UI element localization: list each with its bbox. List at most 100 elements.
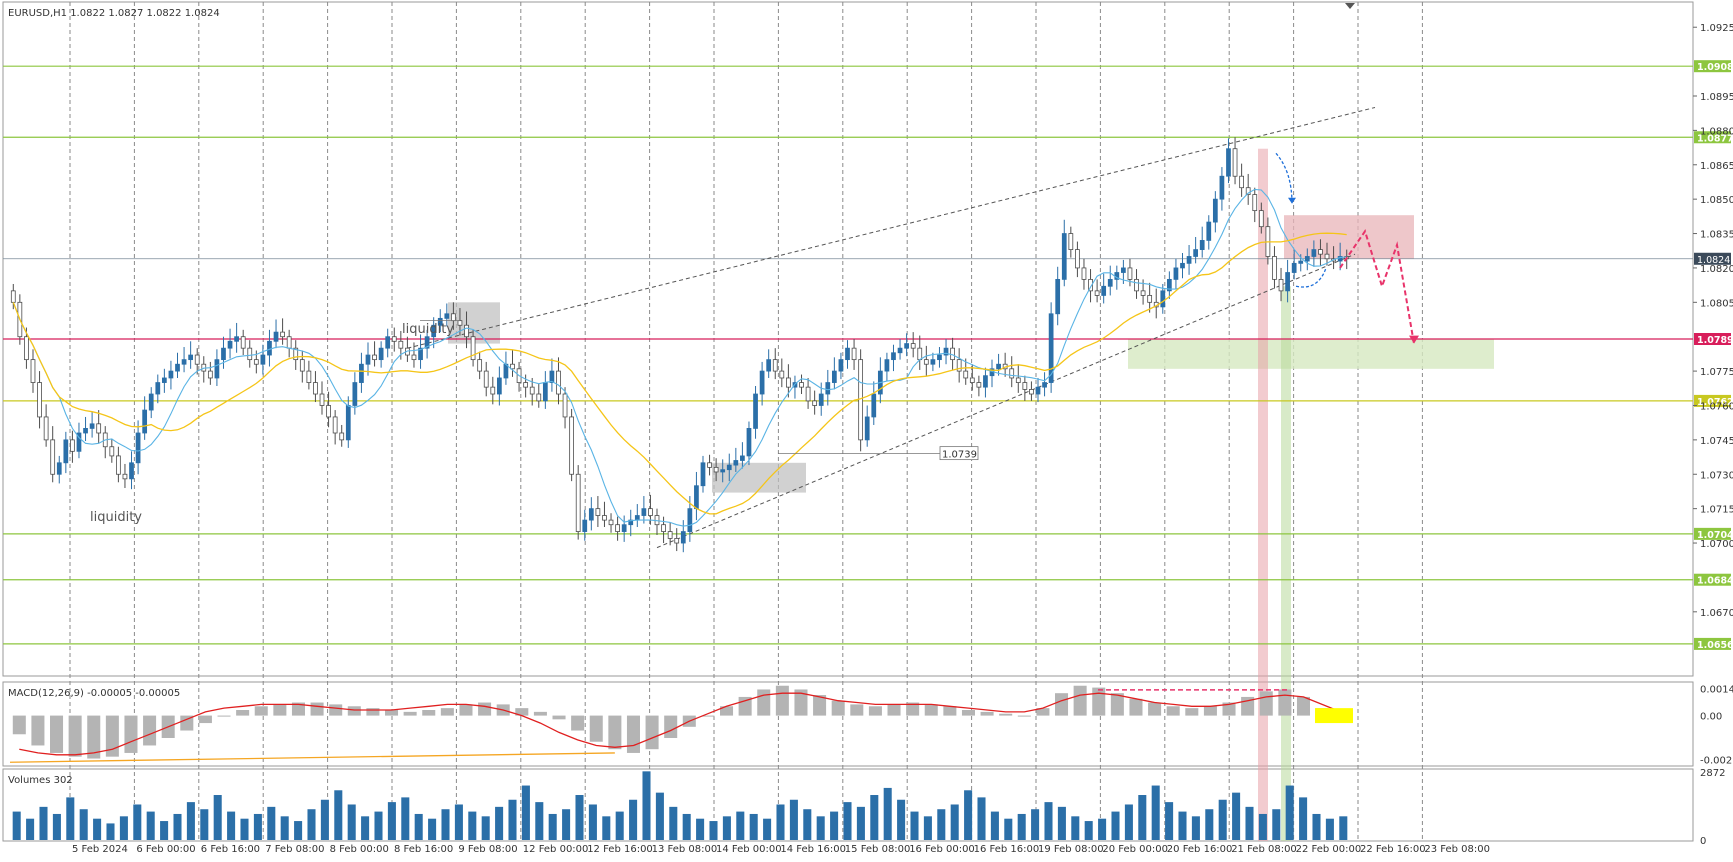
macd-histogram-bar — [589, 715, 603, 742]
current-price-text: 1.0824 — [1697, 255, 1730, 266]
macd-histogram-bar — [626, 715, 640, 753]
candle-body — [766, 359, 772, 372]
x-tick-label: 12 Feb 00:00 — [523, 844, 589, 855]
candle-body — [352, 382, 358, 406]
level-tag — [1694, 394, 1731, 407]
candle-body — [253, 359, 259, 365]
macd-histogram-bar — [310, 702, 324, 716]
candle-body — [608, 519, 614, 526]
level-tag — [1694, 637, 1731, 650]
volume-bar — [950, 804, 959, 840]
macd-histogram-bar — [329, 704, 343, 716]
candle-body — [63, 439, 69, 464]
candle-body — [1068, 233, 1074, 250]
candle-body — [851, 347, 857, 361]
volume-bar — [320, 799, 329, 840]
candle-body — [680, 531, 686, 544]
candle-body — [168, 370, 174, 379]
macd-histogram-bar — [701, 715, 715, 717]
candle-body — [634, 515, 640, 521]
volume-bar — [361, 816, 370, 840]
candle-body — [161, 377, 167, 383]
volume-bar — [816, 816, 825, 840]
volume-bar — [763, 818, 772, 840]
candle-body — [188, 354, 194, 361]
candle-body — [740, 455, 745, 461]
candle-body — [411, 354, 417, 361]
macd-histogram-bar — [31, 715, 45, 746]
macd-histogram-bar — [999, 713, 1013, 716]
volume-bar — [883, 787, 892, 840]
candle-body — [418, 347, 423, 361]
macd-layer — [9, 685, 1353, 763]
candle-body — [950, 347, 955, 361]
axis-labels: 5 Feb 2024 6 Feb 00:00 6 Feb 16:00 7 Feb 08… — [72, 3, 1733, 855]
x-tick-label: 16 Feb 16:00 — [974, 844, 1040, 855]
volume-bar — [160, 821, 169, 840]
volume-bar — [1151, 785, 1160, 840]
candle-body — [1042, 382, 1047, 388]
y-tick-label: 1.0760 — [1700, 401, 1733, 412]
level-text-1-0739: 1.0739 — [942, 450, 977, 461]
volume-bar — [414, 813, 423, 840]
candle-body — [385, 336, 391, 349]
candle-body — [1291, 262, 1297, 273]
level-tag — [1694, 60, 1731, 73]
volume-bar — [535, 802, 544, 840]
candle-body — [976, 382, 982, 388]
volume-bar — [923, 816, 932, 840]
candle-body — [628, 519, 634, 526]
macd-histogram-bar — [143, 715, 157, 746]
volume-bar — [1258, 813, 1267, 840]
macd-histogram-bar — [478, 702, 492, 716]
volume-bar — [856, 806, 865, 840]
candle-body — [562, 393, 568, 418]
candle-body — [523, 382, 529, 388]
volume-bar — [990, 811, 999, 840]
candle-body — [772, 359, 778, 372]
candle-body — [477, 359, 483, 372]
channel-lower — [656, 253, 1356, 549]
volume-bar — [696, 818, 705, 840]
candle-body — [1015, 377, 1021, 383]
candle-body — [207, 370, 213, 379]
candle-body — [529, 386, 535, 395]
macd-histogram-bar — [1185, 708, 1199, 716]
candle-body — [1298, 260, 1304, 264]
candle-body — [1107, 278, 1113, 287]
candle-body — [707, 462, 712, 468]
resistance-zone — [1284, 215, 1414, 259]
macd-histogram-bar — [1222, 702, 1236, 716]
x-tick-label: 14 Feb 00:00 — [716, 844, 782, 855]
volume-bar — [307, 809, 316, 840]
x-tick-label: 20 Feb 00:00 — [1102, 844, 1168, 855]
macd-histogram-bar — [906, 702, 920, 716]
x-tick-label: 7 Feb 08:00 — [265, 844, 324, 855]
candle-body — [969, 377, 975, 383]
candle-body — [1048, 313, 1054, 383]
volume-bar — [79, 809, 88, 840]
macd-histogram-bar — [440, 708, 454, 716]
candle-body — [345, 405, 351, 441]
candle-body — [155, 382, 161, 395]
macd-y-tick-label: -0.00236 — [1700, 756, 1733, 767]
candle-body — [542, 382, 548, 402]
y-tick-label: 1.0895 — [1700, 92, 1733, 103]
macd-histogram-bar — [105, 715, 119, 757]
volume-bar — [240, 818, 249, 840]
candle-body — [845, 347, 850, 361]
candle-body — [569, 416, 574, 475]
volume-bar — [146, 811, 155, 840]
macd-histogram-bar — [459, 704, 473, 716]
candle-body — [1252, 194, 1258, 212]
y-tick-label: 1.0700 — [1700, 539, 1733, 550]
volume-bar — [937, 809, 946, 840]
candle-body — [10, 290, 16, 303]
volume-bar — [39, 806, 48, 840]
candle-body — [812, 400, 818, 406]
volume-bar — [1285, 785, 1294, 840]
volume-bar — [280, 816, 289, 840]
volume-bar — [1339, 816, 1348, 840]
volume-bar — [173, 813, 182, 840]
